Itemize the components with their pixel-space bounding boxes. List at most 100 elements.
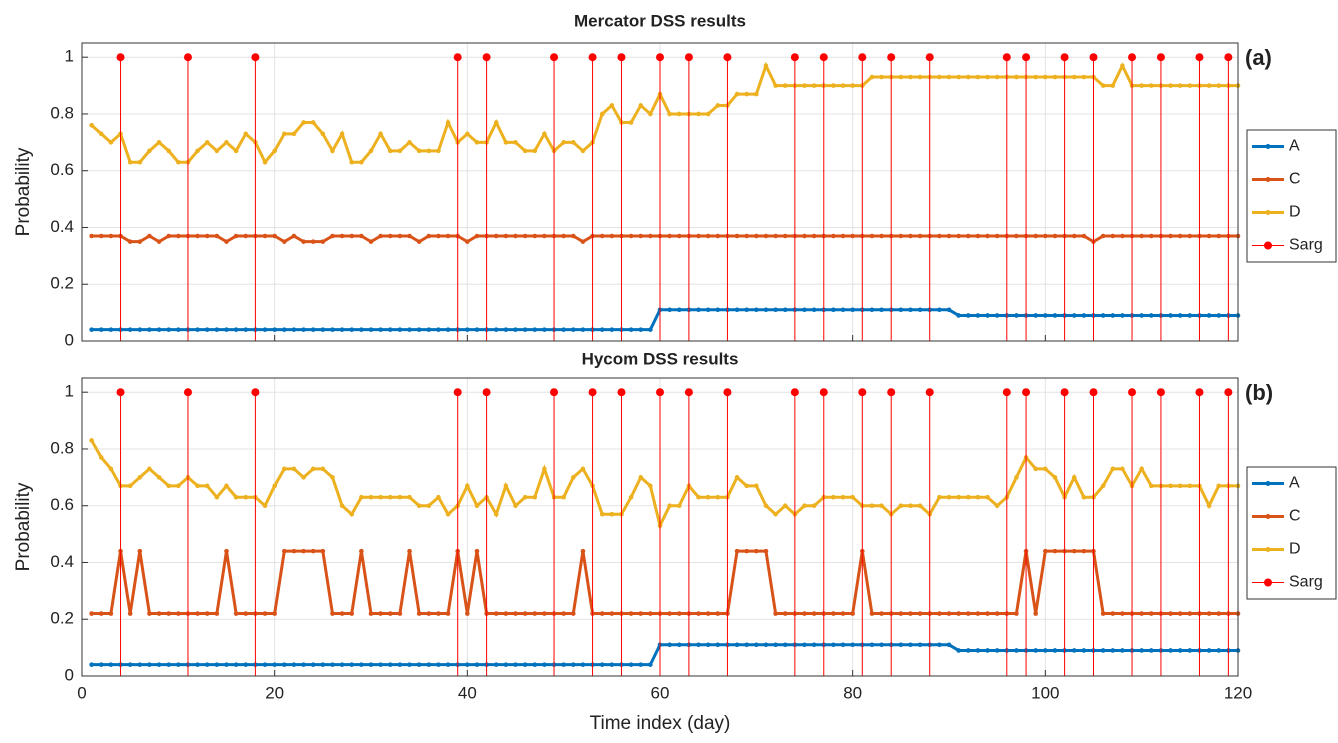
point: [599, 327, 605, 332]
point: [176, 611, 181, 616]
point: [1216, 648, 1222, 653]
point: [1177, 233, 1183, 239]
stem-marker: [723, 388, 732, 397]
point: [282, 327, 287, 332]
point: [320, 662, 326, 667]
point: [339, 233, 345, 239]
point: [985, 648, 990, 653]
point: [1177, 483, 1183, 489]
point: [744, 642, 749, 648]
point: [638, 475, 644, 480]
point: [628, 494, 634, 500]
stem-marker: [1089, 388, 1098, 397]
point: [98, 131, 104, 137]
point: [214, 148, 220, 154]
point: [1168, 648, 1173, 653]
x-tick-label: 120: [1224, 683, 1252, 702]
point: [359, 327, 364, 332]
point: [224, 548, 229, 554]
point: [1120, 313, 1125, 318]
point: [349, 662, 355, 667]
point: [937, 307, 942, 313]
point: [599, 662, 605, 667]
stem-marker: [790, 388, 799, 397]
point: [445, 120, 451, 125]
point: [638, 233, 644, 239]
point: [359, 548, 364, 554]
point: [754, 483, 759, 489]
point: [349, 511, 355, 517]
stem-marker: [1156, 388, 1165, 397]
y-tick-label: 0: [65, 330, 74, 349]
stem-marker: [858, 53, 867, 62]
point: [282, 466, 287, 472]
stem-marker: [925, 388, 934, 397]
point: [98, 455, 104, 460]
point: [561, 662, 566, 667]
stem-marker: [925, 53, 934, 62]
point: [773, 642, 778, 648]
point: [1100, 648, 1106, 653]
point: [359, 233, 364, 239]
point: [282, 239, 287, 244]
point: [416, 327, 422, 332]
point: [156, 140, 162, 145]
point: [1216, 233, 1222, 239]
y-axis-label: Probability: [13, 147, 34, 236]
point: [763, 548, 769, 554]
point: [522, 233, 528, 239]
point: [1216, 83, 1222, 88]
point: [1014, 74, 1019, 80]
chart-title: Hycom DSS results: [582, 349, 739, 368]
point: [1187, 648, 1193, 653]
point: [782, 642, 788, 648]
point: [734, 548, 740, 554]
point: [1139, 466, 1144, 472]
x-axis-label: Time index (day): [590, 713, 731, 734]
point: [147, 233, 152, 239]
legend-label: Sarg: [1289, 574, 1323, 591]
point: [166, 483, 171, 489]
point: [1139, 83, 1144, 88]
point: [840, 307, 846, 313]
point: [243, 494, 249, 500]
point: [571, 662, 576, 667]
point: [108, 140, 114, 145]
point: [734, 475, 740, 480]
point: [224, 483, 229, 489]
point: [1100, 233, 1106, 239]
legend: ACD Sarg: [1246, 129, 1337, 263]
point: [561, 140, 566, 145]
point: [1033, 313, 1038, 318]
point: [763, 642, 769, 648]
point: [975, 313, 981, 318]
point: [994, 611, 1000, 616]
point: [965, 494, 971, 500]
point: [503, 483, 509, 489]
point: [1052, 233, 1058, 239]
point: [648, 662, 653, 667]
point: [465, 131, 470, 137]
point: [98, 233, 104, 239]
point: [195, 148, 200, 154]
point: [811, 642, 817, 648]
point: [493, 120, 499, 125]
point: [1177, 313, 1183, 318]
point: [291, 662, 297, 667]
axes-frame: [81, 377, 1239, 677]
point: [763, 503, 769, 509]
point: [310, 327, 316, 332]
point: [465, 662, 470, 667]
point: [811, 83, 817, 88]
point: [734, 642, 740, 648]
point: [628, 120, 634, 125]
stem-marker: [858, 388, 867, 397]
point: [1206, 233, 1212, 239]
point: [397, 148, 403, 154]
point: [416, 662, 422, 667]
point: [985, 611, 990, 616]
point: [985, 233, 990, 239]
point: [879, 233, 884, 239]
point: [1052, 475, 1058, 480]
point: [320, 466, 326, 472]
